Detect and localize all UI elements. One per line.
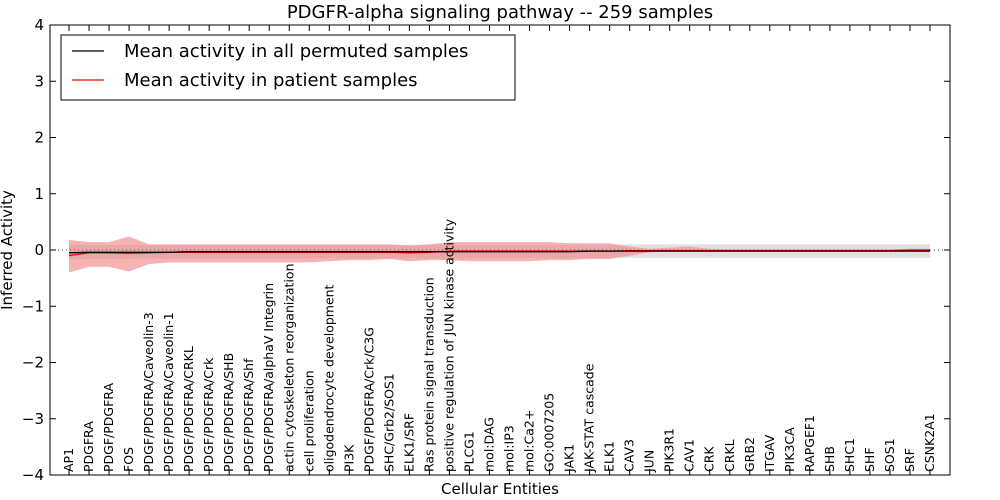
legend: Mean activity in all permuted samples Me… [60,34,516,101]
x-tick-label: CSNK2A1 [922,413,937,472]
x-tick-label: PDGFRA [81,421,96,472]
y-tick-label: 4 [34,16,44,34]
x-tick-label: PIK3R1 [662,428,677,472]
chart-title: PDGFR-alpha signaling pathway -- 259 sam… [287,2,713,23]
y-tick-label: 1 [34,185,44,203]
band-patient [69,236,930,273]
y-tick-label: 3 [34,72,44,90]
series-lines [68,249,930,257]
x-tick-label: ELK1/SRF [401,413,416,472]
y-axis-label: Inferred Activity [0,190,16,310]
x-tick-label: PI3K [341,444,356,472]
x-tick-label: mol:DAG [482,417,497,472]
x-axis-label: Cellular Entities [441,480,559,498]
x-tick-label: SHC/Grb2/SOS1 [381,373,396,472]
y-tick-label: −1 [22,297,44,315]
x-tick-label: cell proliferation [301,370,316,472]
x-tick-label: PDGF/PDGFRA/SHB [221,353,236,472]
x-tick-label: PDGF/PDGFRA/Caveolin-1 [161,312,176,472]
x-tick-label: GRB2 [742,437,757,472]
confidence-bands [69,236,930,273]
x-tick-label: SHB [822,446,837,472]
x-tick-label: PDGF/PDGFRA/Crk/C3G [361,327,376,472]
x-tick-label: PDGF/PDGFRA/Caveolin-3 [141,312,156,472]
x-tick-label: CAV1 [682,439,697,472]
y-tick-label: 2 [34,129,44,147]
x-tick-label: RAPGEF1 [802,415,817,472]
x-tick-label: mol:IP3 [502,425,517,472]
x-tick-label: ITGAV [762,434,777,472]
x-tick-label: positive regulation of JUN kinase activi… [441,218,456,472]
x-tick-label: JUN [642,450,657,473]
x-tick-label: oligodendrocyte development [321,284,336,472]
x-tick-label: JAK1 [562,444,577,473]
x-axis: AP1 PDGFRA PDGF/PDGFRA FOS PDGF/PDGFRA/Caveo… [61,25,937,475]
legend-box [60,34,516,101]
line-permuted [68,250,930,254]
x-tick-label: PIK3CA [782,427,797,472]
x-tick-label: GO:0007205 [542,393,557,472]
x-tick-label: CRKL [722,439,737,472]
x-tick-label: PLCG1 [462,431,477,472]
x-tick-label: PDGF/PDGFRA/Crk [201,357,216,472]
y-tick-label: −3 [22,410,44,428]
x-tick-label: SOS1 [882,438,897,472]
y-axis: −4 −3 −2 −1 0 1 2 3 4 [22,16,950,484]
x-tick-label: SRF [902,448,917,472]
y-tick-label: −2 [22,354,44,372]
x-tick-label: Ras protein signal transduction [421,277,436,472]
x-tick-label: SHF [862,447,877,472]
legend-label-patient: Mean activity in patient samples [124,70,418,91]
x-tick-label: FOS [121,447,136,472]
x-tick-label: PDGF/PDGFRA/alphaV Integrin [261,283,276,472]
x-tick-label: PDGF/PDGFRA/CRKL [181,346,196,472]
x-tick-label: SHC1 [842,438,857,472]
y-tick-label: 0 [34,241,44,259]
x-tick-label: CAV3 [622,439,637,472]
x-tick-label: mol:Ca2+ [522,410,537,472]
x-tick-label: PDGF/PDGFRA [101,383,116,472]
x-tick-label: ELK1 [602,441,617,472]
x-tick-label: AP1 [61,448,76,472]
y-tick-label: −4 [22,466,44,484]
x-tick-label: CRK [702,446,717,472]
legend-label-permuted: Mean activity in all permuted samples [124,41,468,62]
x-tick-label: PDGF/PDGFRA/Shf [241,358,256,472]
x-tick-label: JAK-STAT cascade [582,363,597,473]
x-tick-label: actin cytoskeleton reorganization [281,263,296,472]
